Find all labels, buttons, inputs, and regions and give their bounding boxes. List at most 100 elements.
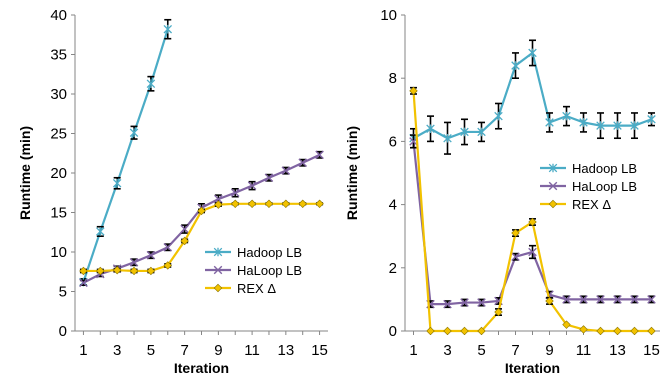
legend-label: Hadoop LB: [572, 161, 637, 176]
data-point: [511, 252, 520, 262]
data-point: [528, 247, 537, 257]
data-point: [264, 173, 274, 183]
x-tick-label: 9: [545, 342, 553, 359]
data-point: [477, 127, 486, 137]
data-point: [630, 326, 639, 335]
legend-marker: [548, 181, 558, 191]
data-point: [163, 261, 172, 270]
data-point: [214, 194, 223, 204]
data-point: [281, 166, 291, 175]
y-tick-label: 5: [59, 284, 67, 301]
data-point: [112, 265, 122, 275]
x-tick-label: 9: [214, 342, 222, 359]
data-point: [315, 199, 324, 209]
y-tick-label: 2: [389, 260, 397, 277]
data-point: [230, 188, 240, 198]
data-point: [579, 118, 588, 127]
data-point: [477, 298, 486, 307]
data-point: [613, 295, 622, 304]
data-point: [528, 48, 537, 58]
y-tick-label: 35: [50, 47, 67, 64]
data-point: [596, 326, 605, 335]
data-point: [315, 150, 324, 160]
data-point: [214, 200, 223, 209]
data-point: [511, 61, 520, 70]
data-point: [545, 118, 554, 127]
data-point: [460, 298, 469, 307]
x-tick-label: 15: [311, 342, 328, 359]
y-axis-title: Runtime (min): [17, 126, 33, 220]
series-2: [79, 199, 324, 276]
x-tick-label: 11: [244, 342, 260, 359]
data-point: [298, 158, 307, 168]
data-point: [579, 325, 588, 334]
plot-area: [79, 18, 324, 288]
data-point: [231, 199, 240, 209]
legend-marker: [548, 199, 558, 209]
data-point: [494, 111, 503, 121]
data-point: [96, 227, 105, 236]
data-point: [562, 111, 571, 121]
legend-label: REX Δ: [237, 281, 276, 296]
data-point: [477, 326, 486, 335]
data-point: [596, 121, 605, 130]
y-tick-label: 4: [389, 197, 397, 214]
y-tick-label: 10: [380, 7, 397, 24]
data-point: [426, 326, 435, 335]
x-tick-label: 15: [643, 342, 660, 359]
y-tick-label: 8: [389, 70, 397, 87]
series-line: [82, 28, 169, 283]
data-point: [562, 320, 571, 329]
data-point: [247, 181, 257, 190]
data-point: [579, 295, 588, 304]
data-point: [146, 266, 156, 276]
data-point: [443, 133, 452, 143]
legend-marker: [213, 283, 223, 293]
legend-marker: [548, 163, 558, 173]
data-point: [647, 326, 656, 335]
data-point: [180, 224, 189, 234]
x-tick-label: 5: [147, 342, 155, 359]
legend-marker: [213, 247, 223, 257]
data-point: [180, 236, 189, 246]
y-tick-label: 40: [50, 7, 67, 24]
data-point: [443, 299, 452, 309]
data-point: [129, 257, 139, 267]
series-0: [409, 39, 656, 155]
y-tick-label: 0: [59, 323, 67, 340]
data-point: [146, 79, 156, 89]
data-point: [545, 296, 554, 306]
y-tick-label: 30: [50, 86, 67, 103]
y-tick-label: 15: [50, 205, 67, 222]
y-tick-label: 10: [50, 244, 67, 261]
x-tick-label: 1: [79, 342, 87, 359]
x-axis-title: Iteration: [505, 360, 560, 376]
series-0: [79, 18, 173, 287]
data-point: [163, 242, 173, 252]
series-2: [409, 86, 656, 335]
data-point: [264, 199, 274, 209]
data-point: [443, 326, 452, 335]
data-point: [647, 114, 656, 124]
data-point: [630, 121, 639, 130]
plot-area: [409, 39, 656, 335]
data-point: [460, 326, 469, 335]
data-point: [460, 127, 469, 137]
x-tick-label: 3: [113, 342, 121, 359]
data-point: [79, 278, 88, 288]
y-tick-label: 25: [50, 126, 67, 143]
data-point: [528, 217, 537, 227]
data-point: [247, 199, 257, 209]
data-point: [511, 228, 520, 238]
legend: Hadoop LB HaLoop LB REX Δ: [205, 245, 302, 296]
data-point: [79, 266, 88, 276]
data-point: [96, 266, 105, 276]
data-point: [197, 206, 206, 216]
data-point: [596, 295, 605, 304]
x-tick-label: 1: [409, 342, 417, 359]
legend-label: REX Δ: [572, 197, 611, 212]
